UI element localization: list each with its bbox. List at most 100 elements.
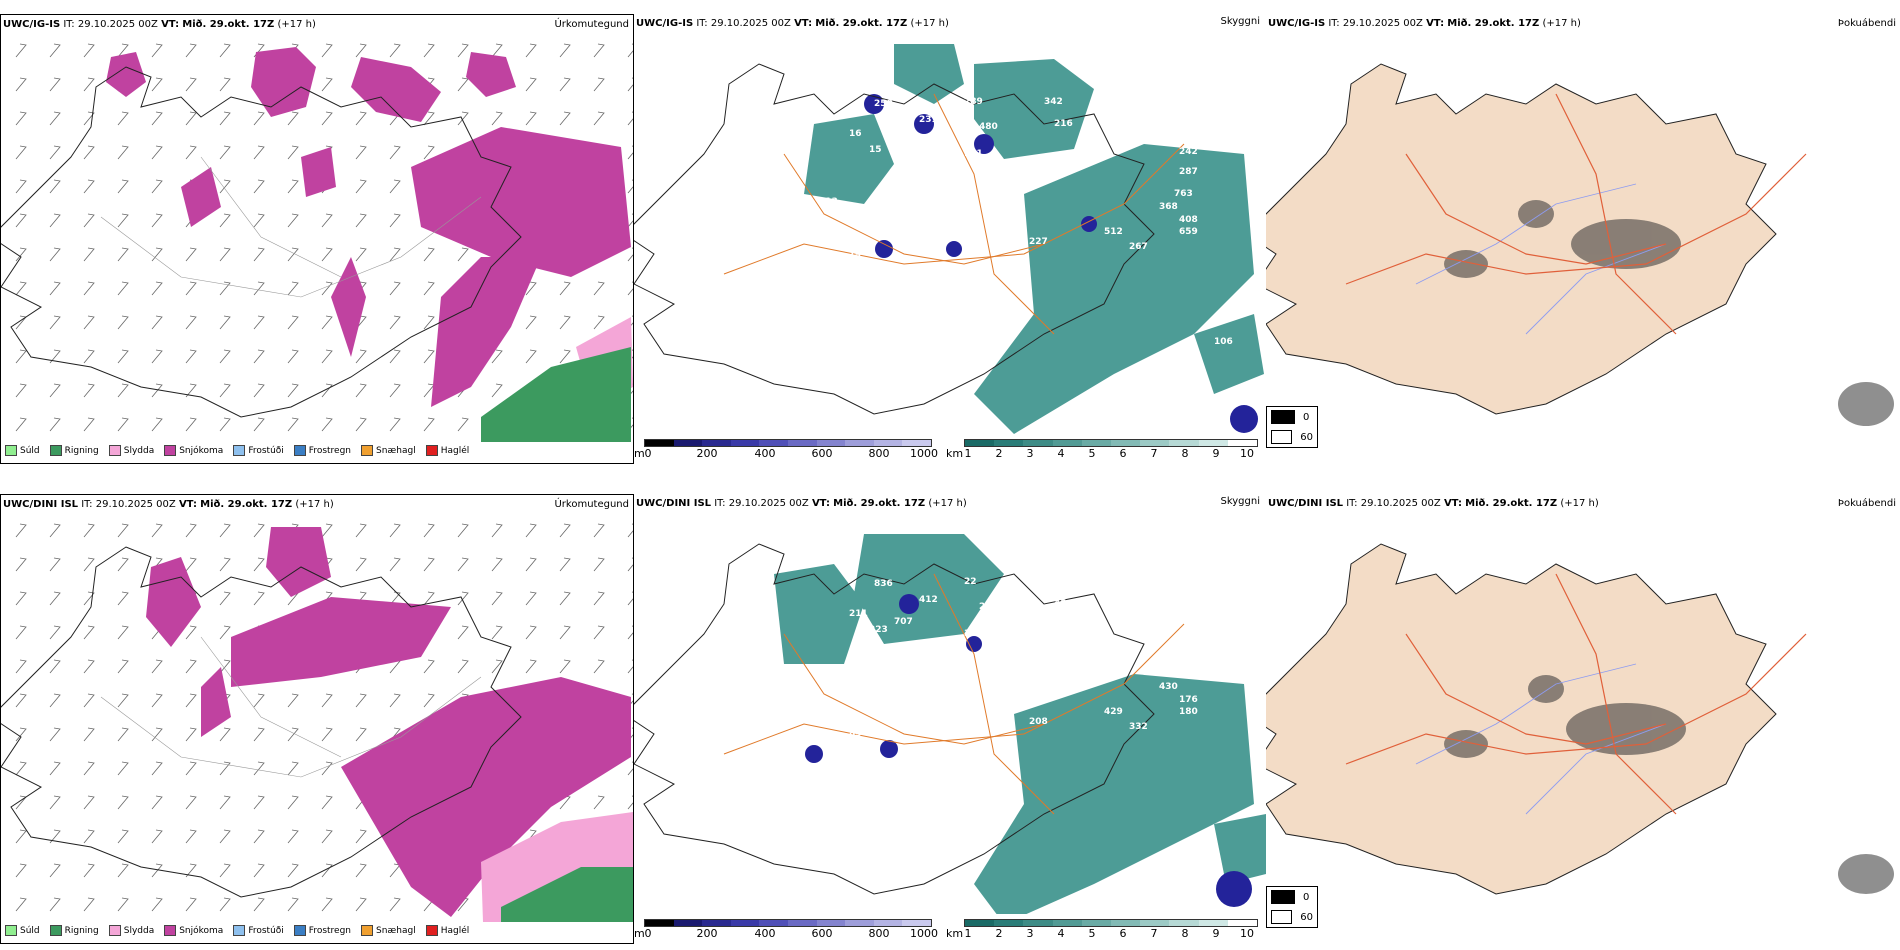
precip-legend: Súld Rigning Slydda Snjókoma Frostúði Fr… bbox=[5, 445, 469, 456]
fog-panel-row2: UWC/DINI ISL IT: 29.10.2025 00Z VT: Mið.… bbox=[1266, 494, 1900, 944]
visibility-fields bbox=[774, 534, 1266, 914]
cloud-base-label: 210 bbox=[979, 602, 998, 612]
cloud-base-label: 289 bbox=[819, 677, 838, 687]
cloud-base-label: 22 bbox=[964, 577, 977, 587]
cloud-base-label: 16 bbox=[849, 129, 862, 139]
cloud-base-label: 180 bbox=[1179, 707, 1198, 717]
cloud-base-label: 229 bbox=[944, 667, 963, 677]
cloud-base-label: 237 bbox=[894, 137, 913, 147]
cloud-base-label: 74 bbox=[849, 249, 862, 259]
panel-name: Úrkomutegund bbox=[554, 19, 629, 30]
cloud-panel-row1: UWC/IG-IS IT: 29.10.2025 00Z VT: Mið. 29… bbox=[634, 14, 1266, 464]
panel-title: UWC/DINI ISL IT: 29.10.2025 00Z VT: Mið.… bbox=[3, 499, 334, 510]
fog-panel-row1: UWC/IG-IS IT: 29.10.2025 00Z VT: Mið. 29… bbox=[1266, 14, 1900, 464]
cloud-base-label: 64 bbox=[1179, 627, 1192, 637]
panel-name: Þokuábendi bbox=[1837, 18, 1896, 29]
cloud-base-label: 368 bbox=[1159, 202, 1178, 212]
rivers bbox=[1415, 663, 1667, 815]
cloud-base-label: 144 bbox=[919, 187, 938, 197]
cloud-base-label: 176 bbox=[1179, 695, 1198, 705]
cloud-base-label: 961 bbox=[919, 667, 938, 677]
legend-item: Súld bbox=[5, 445, 40, 456]
fog-map bbox=[1266, 543, 1894, 895]
sleet-rain-areas bbox=[481, 317, 633, 442]
cloud-base-label: 64 bbox=[1254, 397, 1266, 407]
legend-item: Slydda bbox=[108, 445, 154, 456]
cloud-base-label: 587 bbox=[994, 722, 1013, 732]
legend-item: Haglél bbox=[425, 445, 469, 456]
cloud-base-label: 261 bbox=[919, 712, 938, 722]
legend-item: Snjókoma bbox=[164, 445, 223, 456]
cloud-base-label: 412 bbox=[919, 595, 938, 605]
legend-item: Rigning bbox=[49, 445, 99, 456]
road-network bbox=[723, 573, 1185, 815]
cloud-base-label: 332 bbox=[1129, 722, 1148, 732]
panel-name: Þokuábendi bbox=[1837, 498, 1896, 509]
legend-item: Frostregn bbox=[293, 445, 351, 456]
fog-map bbox=[1266, 63, 1894, 426]
precip-legend: Súld Rigning Slydda Snjókoma Frostúði Fr… bbox=[5, 925, 469, 936]
legend-item: Haglél bbox=[425, 925, 469, 936]
panel-name: Úrkomutegund bbox=[554, 499, 629, 510]
panel-name: Skyggni bbox=[1220, 16, 1260, 27]
fog-roads bbox=[1345, 573, 1807, 815]
precip-map bbox=[1, 43, 633, 442]
cloud-base-label: 659 bbox=[1179, 227, 1198, 237]
cloud-map: 250 231 289 480 16 15 237 342 216 181 355 122 242 287… bbox=[634, 44, 1266, 434]
cloud-base-label: 22 bbox=[954, 227, 967, 237]
cloud-base-label: 429 bbox=[1104, 707, 1123, 717]
legend-item: Snæhagl bbox=[361, 445, 416, 456]
cloud-base-label: 267 bbox=[1129, 242, 1148, 252]
cloud-base-label: 223 bbox=[869, 625, 888, 635]
cloud-base-label: 355 bbox=[934, 167, 953, 177]
panel-title: UWC/IG-IS IT: 29.10.2025 00Z VT: Mið. 29… bbox=[636, 18, 949, 29]
land-area bbox=[1266, 63, 1777, 415]
fog-scale: 0 60 bbox=[1266, 406, 1318, 448]
legend-item: Súld bbox=[5, 925, 40, 936]
legend-item: Frostregn bbox=[293, 925, 351, 936]
cloud-base-label: 216 bbox=[1054, 119, 1073, 129]
cloud-base-label: 227 bbox=[1029, 237, 1048, 247]
sleet-rain-areas bbox=[481, 812, 633, 922]
roads bbox=[100, 636, 482, 778]
cloud-base-label: 160 bbox=[874, 707, 893, 717]
cloud-base-label: 208 bbox=[1029, 717, 1048, 727]
fog-scale: 0 60 bbox=[1266, 886, 1318, 928]
cloud-base-label: 480 bbox=[979, 122, 998, 132]
cloud-base-label: 35 bbox=[964, 629, 977, 639]
visibility-colorbar: km 1 2 3 4 5 6 7 8 9 10 bbox=[946, 919, 1262, 943]
panel-title: UWC/IG-IS IT: 29.10.2025 00Z VT: Mið. 29… bbox=[3, 19, 316, 30]
cloud-base-label: 211 bbox=[849, 609, 868, 619]
cloud-base-label: 990 bbox=[1179, 647, 1198, 657]
cloud-base-label: 707 bbox=[894, 617, 913, 627]
panel-title: UWC/IG-IS IT: 29.10.2025 00Z VT: Mið. 29… bbox=[1268, 18, 1581, 29]
visibility-colorbar: km 1 2 3 4 5 6 7 8 9 10 bbox=[946, 439, 1262, 463]
ceiling-spots bbox=[805, 594, 1252, 907]
legend-item: Frostúði bbox=[233, 445, 284, 456]
cloud-base-label: 342 bbox=[1044, 97, 1063, 107]
cloud-base-label: 45 bbox=[1054, 599, 1067, 609]
precip-panel-row1: UWC/IG-IS IT: 29.10.2025 00Z VT: Mið. 29… bbox=[0, 14, 634, 464]
snow-areas bbox=[106, 47, 631, 407]
cloud-base-label: 122 bbox=[944, 187, 963, 197]
precip-panel-row2: UWC/DINI ISL IT: 29.10.2025 00Z VT: Mið.… bbox=[0, 494, 634, 944]
snow-areas bbox=[146, 527, 631, 917]
cloud-base-label: 106 bbox=[1214, 337, 1233, 347]
cloud-base-label: 242 bbox=[1179, 147, 1198, 157]
ceiling-colorbar: m 0 200 400 600 800 1000 bbox=[634, 439, 938, 463]
legend-item: Snæhagl bbox=[361, 925, 416, 936]
land-area bbox=[1266, 543, 1777, 895]
cloud-base-label: 149 bbox=[919, 232, 938, 242]
iceland-outline bbox=[1, 546, 522, 898]
cloud-base-label: 287 bbox=[1179, 167, 1198, 177]
cloud-base-label: 181 bbox=[964, 149, 983, 159]
legend-item: Slydda bbox=[108, 925, 154, 936]
cloud-base-label: 864 bbox=[1044, 577, 1063, 587]
cloud-base-label: 204 bbox=[994, 242, 1013, 252]
cloud-panel-row2: UWC/DINI ISL IT: 29.10.2025 00Z VT: Mið.… bbox=[634, 494, 1266, 944]
legend-item: Rigning bbox=[49, 925, 99, 936]
cloud-base-label: 70 bbox=[934, 647, 947, 657]
ceiling-colorbar: m 0 200 400 600 800 1000 bbox=[634, 919, 938, 943]
fog-shading bbox=[1444, 200, 1894, 426]
